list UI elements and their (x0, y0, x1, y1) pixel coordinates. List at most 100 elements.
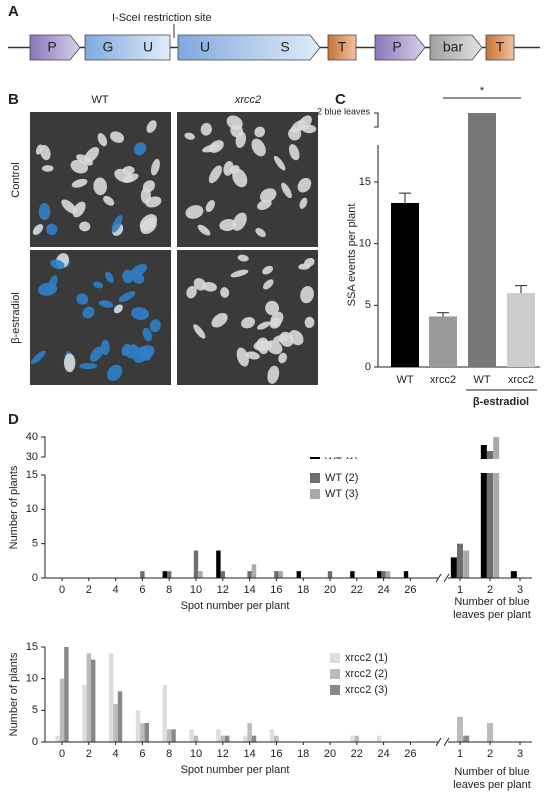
y-tick-label: 40 (26, 431, 38, 443)
bar (457, 716, 463, 742)
row-label: Control (10, 162, 22, 197)
bar (493, 437, 500, 578)
seedling (105, 271, 114, 283)
x-tick-label: 14 (243, 748, 255, 760)
bar (193, 735, 199, 742)
seedling (140, 348, 152, 361)
seedling (302, 124, 317, 134)
bar (385, 571, 391, 578)
bar (225, 735, 230, 742)
seedling (278, 352, 287, 364)
seedling (254, 126, 266, 138)
bar (269, 729, 275, 742)
x-axis-break (435, 737, 450, 747)
x-tick-label: xrcc2 (508, 374, 534, 386)
x2-axis-label: Number of blue leaves per plant (453, 766, 531, 791)
y-tick-label: 5 (365, 299, 371, 311)
seedling (84, 147, 100, 164)
seedling (146, 120, 157, 133)
y-tick-label: 5 (32, 704, 38, 716)
bar (487, 451, 493, 578)
bar (510, 571, 517, 578)
legend-label: xrcc2 (2) (345, 668, 388, 680)
seedling (38, 203, 51, 221)
column-label: xrcc2 (234, 94, 261, 106)
x-tick-label: 2 (487, 748, 493, 760)
bar (113, 704, 118, 742)
break-label: 2 blue leaves (317, 106, 371, 116)
legend-label: WT (2) (325, 472, 358, 484)
seedling (63, 353, 76, 373)
seedling (299, 197, 308, 209)
bar (198, 571, 203, 578)
bar (82, 685, 87, 742)
x-tick-label: 22 (351, 748, 363, 760)
y-axis-label: Number of plants (8, 465, 20, 549)
legend-label: xrcc2 (3) (345, 684, 388, 696)
seedling (122, 269, 134, 284)
x-tick-label: 12 (217, 584, 229, 596)
element-label: S (280, 39, 289, 55)
error-bar (399, 192, 411, 203)
bar (189, 729, 194, 742)
bar (117, 691, 123, 742)
seedling (122, 166, 135, 175)
bar (274, 735, 279, 742)
bar (220, 571, 225, 578)
bar (247, 571, 252, 578)
seedling (240, 317, 256, 329)
bar (463, 735, 470, 742)
seedling (230, 269, 249, 278)
x-axis-label: Spot number per plant (181, 764, 290, 776)
seedling (71, 178, 88, 188)
significance-mark: * (480, 85, 485, 97)
x-tick-label: 2 (86, 584, 92, 596)
bar (274, 571, 279, 578)
x-tick-label: 0 (59, 584, 65, 596)
seedling (89, 346, 104, 362)
seedling (263, 279, 274, 290)
seedling (208, 165, 222, 184)
seedling (259, 188, 277, 203)
seedling (50, 259, 65, 270)
seedling (111, 215, 123, 233)
seedling (245, 351, 260, 360)
y-tick-label: 15 (26, 469, 38, 481)
bar (144, 723, 149, 742)
element-label: U (143, 39, 153, 55)
element-label: P (392, 39, 401, 55)
bar (216, 550, 221, 578)
seedling (70, 159, 89, 174)
x-tick-label: 24 (377, 748, 389, 760)
panel-label: C (335, 91, 346, 108)
y-tick-label: 5 (32, 538, 38, 550)
x-tick-label: 26 (404, 748, 416, 760)
bar (429, 316, 457, 367)
row-label: β-estradiol (10, 292, 22, 344)
x-tick-label: 20 (324, 584, 336, 596)
x-tick-label: 12 (217, 748, 229, 760)
construct-element (177, 34, 321, 61)
y-tick-label: 0 (365, 361, 371, 373)
x-tick-label: 6 (139, 584, 145, 596)
seedling (103, 195, 115, 206)
bar (193, 550, 199, 578)
seedling (193, 324, 206, 339)
bar (296, 571, 301, 578)
x-tick-label: 3 (517, 748, 523, 760)
bar (403, 571, 409, 578)
bar (162, 571, 167, 578)
seedling (118, 291, 136, 303)
seedling (76, 293, 89, 305)
bar (487, 723, 493, 742)
seedling (133, 142, 147, 156)
seedling (304, 316, 315, 329)
legend-label: WT (3) (325, 488, 358, 500)
y-tick-label: 10 (26, 673, 38, 685)
x-tick-label: 1 (457, 584, 463, 596)
bar (251, 735, 257, 742)
seedling (200, 122, 212, 136)
bar (55, 735, 60, 742)
bar (59, 678, 65, 742)
seedling (232, 212, 247, 231)
